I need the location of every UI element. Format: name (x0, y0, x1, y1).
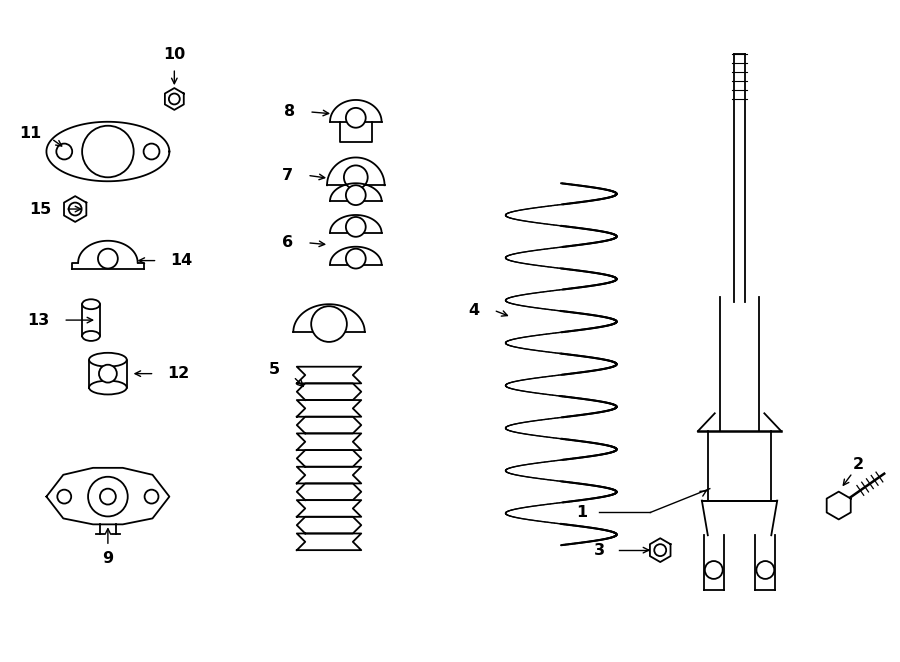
Text: 5: 5 (268, 362, 279, 377)
Polygon shape (47, 468, 169, 524)
Polygon shape (64, 196, 86, 222)
Text: 12: 12 (167, 366, 190, 381)
Polygon shape (297, 517, 361, 534)
Text: 15: 15 (29, 201, 51, 216)
Polygon shape (72, 241, 144, 269)
Polygon shape (330, 247, 382, 265)
Text: 9: 9 (103, 551, 113, 565)
Polygon shape (297, 367, 361, 383)
Circle shape (169, 93, 180, 105)
Circle shape (100, 489, 116, 504)
Circle shape (654, 544, 666, 556)
Polygon shape (297, 483, 361, 500)
Circle shape (144, 144, 159, 160)
Polygon shape (327, 158, 384, 185)
Text: 8: 8 (284, 105, 295, 119)
Circle shape (82, 126, 134, 177)
Circle shape (346, 217, 365, 237)
Polygon shape (827, 492, 850, 520)
Text: 3: 3 (594, 543, 605, 557)
Circle shape (98, 249, 118, 269)
Polygon shape (720, 297, 760, 431)
Polygon shape (293, 305, 365, 332)
Circle shape (57, 144, 72, 160)
Polygon shape (330, 183, 382, 201)
Polygon shape (330, 215, 382, 233)
Circle shape (311, 307, 346, 342)
Polygon shape (297, 450, 361, 467)
Polygon shape (755, 536, 775, 590)
Polygon shape (734, 54, 745, 303)
Polygon shape (340, 122, 372, 142)
Polygon shape (650, 538, 670, 562)
Polygon shape (704, 536, 724, 590)
Text: 14: 14 (170, 253, 193, 268)
Polygon shape (47, 122, 169, 181)
Ellipse shape (82, 331, 100, 341)
Polygon shape (297, 467, 361, 483)
Text: 4: 4 (469, 303, 480, 318)
Ellipse shape (82, 299, 100, 309)
Circle shape (68, 203, 82, 215)
Circle shape (346, 249, 365, 269)
Text: 1: 1 (576, 505, 587, 520)
Ellipse shape (89, 381, 127, 395)
Polygon shape (89, 359, 127, 387)
Polygon shape (702, 500, 778, 536)
Circle shape (88, 477, 128, 516)
Circle shape (346, 108, 365, 128)
Circle shape (99, 365, 117, 383)
Circle shape (705, 561, 723, 579)
Polygon shape (297, 434, 361, 450)
Polygon shape (165, 88, 184, 110)
Text: 2: 2 (853, 457, 864, 473)
Text: 6: 6 (283, 235, 293, 250)
Polygon shape (297, 500, 361, 517)
Polygon shape (82, 305, 100, 336)
Ellipse shape (89, 353, 127, 367)
Circle shape (346, 185, 365, 205)
Polygon shape (330, 100, 382, 122)
Polygon shape (707, 431, 771, 500)
Polygon shape (297, 400, 361, 417)
Polygon shape (297, 534, 361, 550)
Text: 7: 7 (283, 168, 293, 183)
Text: 11: 11 (19, 126, 41, 141)
Circle shape (344, 166, 368, 189)
Circle shape (756, 561, 774, 579)
Polygon shape (297, 383, 361, 400)
Circle shape (145, 490, 158, 504)
Polygon shape (297, 417, 361, 434)
Text: 10: 10 (163, 47, 185, 62)
Text: 13: 13 (27, 312, 50, 328)
Circle shape (58, 490, 71, 504)
